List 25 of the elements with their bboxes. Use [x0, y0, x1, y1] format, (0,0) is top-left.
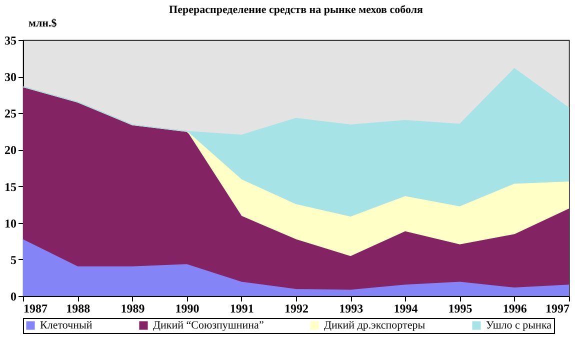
legend-label: Ушло с рынка: [486, 320, 552, 332]
x-tick-label: 1994: [394, 302, 418, 316]
y-tick-label: 25: [4, 106, 16, 121]
x-tick-label: 1990: [175, 302, 200, 316]
legend-label: Дикий др.экспортеры: [324, 320, 426, 332]
y-tick-label: 30: [4, 70, 16, 84]
x-tick-label: 1992: [284, 302, 308, 316]
y-tick-label: 20: [4, 143, 16, 158]
x-tick-label: 1996: [502, 302, 527, 316]
legend-label: Дикий “Союзпушнина”: [153, 320, 264, 332]
x-tick-label: 1993: [339, 302, 364, 316]
chart-title: Перераспределение средств на рынке мехов соболя: [169, 4, 423, 16]
y-tick-label: 5: [10, 252, 16, 267]
x-tick-label: 1997: [546, 302, 570, 316]
x-tick-label: 1987: [24, 302, 48, 316]
x-tick-label: 1989: [120, 302, 145, 316]
y-tick-label: 35: [4, 34, 16, 48]
y-axis-title: млн.$: [28, 18, 58, 30]
legend-label: Клеточный: [40, 320, 92, 332]
x-tick-label: 1991: [230, 302, 254, 316]
y-tick-label: 15: [4, 180, 16, 194]
y-tick-label: 10: [4, 216, 16, 230]
y-tick-label: 0: [10, 290, 16, 304]
x-tick-label: 1988: [66, 302, 90, 316]
x-tick-label: 1995: [448, 302, 472, 316]
